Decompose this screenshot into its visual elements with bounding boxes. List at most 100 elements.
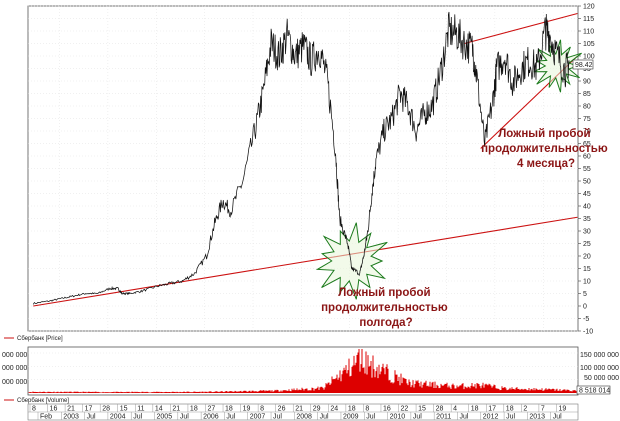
date-axis-day: 28 xyxy=(436,406,444,413)
annotation-4months: Ложный пробой продолжительностью 4 месяц… xyxy=(481,128,611,170)
price-y-tick: 35 xyxy=(583,216,591,223)
price-y-tick: 70 xyxy=(583,128,591,135)
price-y-tick: 75 xyxy=(583,116,591,123)
volume-left-label-2: 000 000 xyxy=(2,365,27,372)
date-axis-day: 17 xyxy=(85,406,93,413)
date-axis-label: Jul xyxy=(133,414,142,421)
breakout-star-2013 xyxy=(533,39,582,93)
date-axis-day: 8 xyxy=(32,406,36,413)
date-axis-day: 21 xyxy=(67,406,75,413)
date-axis-day: 18 xyxy=(506,406,514,413)
volume-right-tick-1: 150 000 000 xyxy=(580,352,619,359)
date-axis-day: 29 xyxy=(313,406,321,413)
date-axis-days: 8 16 21 17 28 15 11 14 21 18 27 18 19 8 26 21 29 24 18 8 16 2… xyxy=(29,404,566,413)
price-y-tick: 100 xyxy=(583,53,595,60)
date-axis-day: 16 xyxy=(50,406,58,413)
date-axis-label: Jul xyxy=(413,414,422,421)
date-axis-day: 18 xyxy=(471,406,479,413)
price-y-tick: 10 xyxy=(583,278,591,285)
price-y-tick: 55 xyxy=(583,166,591,173)
annotation-halfyear-line2: продолжительностью xyxy=(321,302,448,314)
price-y-tick: 30 xyxy=(583,228,591,235)
date-axis-label: 2010 xyxy=(390,414,406,421)
date-axis-label: 2006 xyxy=(203,414,219,421)
annotation-4months-line1: Ложный пробой xyxy=(498,128,590,140)
date-axis-label: Feb xyxy=(40,414,52,421)
price-y-tick: 105 xyxy=(583,41,595,48)
date-axis-day: 18 xyxy=(190,406,198,413)
date-axis-label: Jul xyxy=(180,414,189,421)
date-axis-day: 4 xyxy=(453,406,457,413)
date-axis-day: 8 xyxy=(365,406,369,413)
date-axis-label: 2011 xyxy=(436,414,451,421)
price-y-tick: 115 xyxy=(583,16,594,23)
date-axis-label: 2012 xyxy=(483,414,499,421)
price-panel xyxy=(27,5,579,332)
date-axis-label: Jul xyxy=(366,414,375,421)
price-y-tick: 45 xyxy=(583,191,591,198)
last-price-label: 98.42 xyxy=(575,62,593,69)
date-axis-labels: Feb 2003 Jul 2004 Jul 2005 Jul 2006 Jul 2007 Jul 20… xyxy=(37,412,562,421)
date-axis-day: 15 xyxy=(418,406,426,413)
price-y-tick: 65 xyxy=(583,141,591,148)
price-legend: Сбербанк [Price] xyxy=(17,336,63,342)
date-axis-label: Jul xyxy=(553,414,562,421)
date-axis-label: Jul xyxy=(506,414,515,421)
date-axis-day: 19 xyxy=(558,406,566,413)
price-y-tick: 60 xyxy=(583,153,591,160)
price-y-tick: -5 xyxy=(583,316,589,323)
date-axis-day: 21 xyxy=(172,406,180,413)
date-axis-label: Jul xyxy=(459,414,468,421)
volume-legend: Сбербанк [Volume] xyxy=(17,398,69,404)
date-axis-day: 17 xyxy=(488,406,496,413)
price-y-tick: 95 xyxy=(583,66,591,73)
date-axis-day: 26 xyxy=(278,406,286,413)
last-volume-label: 8 518 014 xyxy=(579,388,610,395)
date-axis-day: 18 xyxy=(225,406,233,413)
volume-left-label-1: 000 000 xyxy=(2,352,27,359)
price-y-tick: 15 xyxy=(583,266,591,273)
date-axis-day: 8 xyxy=(260,406,264,413)
date-axis-label: Jul xyxy=(273,414,282,421)
date-axis-label: Jul xyxy=(226,414,235,421)
date-axis-day: 7 xyxy=(541,406,545,413)
annotation-halfyear-line3: полгода? xyxy=(359,317,412,329)
price-y-tick: -10 xyxy=(583,328,593,335)
date-axis-day: 18 xyxy=(348,406,356,413)
volume-right-tick-2: 100 000 000 xyxy=(580,365,619,372)
price-y-tick: 110 xyxy=(583,28,594,35)
price-y-tick: 40 xyxy=(583,203,591,210)
date-axis-day: 28 xyxy=(102,406,110,413)
price-y-tick: 25 xyxy=(583,241,591,248)
date-axis-day: 21 xyxy=(295,406,303,413)
price-y-tick: 120 xyxy=(583,3,595,10)
date-axis-day: 11 xyxy=(137,406,144,413)
trend-line-2 xyxy=(464,12,578,45)
date-axis-day: 22 xyxy=(401,406,409,413)
date-axis-label: 2003 xyxy=(63,414,79,421)
price-series-line xyxy=(32,11,570,305)
volume-bars xyxy=(28,349,577,393)
date-axis-label: Jul xyxy=(87,414,96,421)
volume-right-tick-3: 50 000 000 xyxy=(584,375,619,382)
last-price-box: 98.42 xyxy=(572,59,594,70)
date-axis-label: 2005 xyxy=(157,414,173,421)
annotation-4months-line2: продолжительностью xyxy=(481,143,608,155)
date-axis-day: 19 xyxy=(243,406,251,413)
date-axis-label: 2007 xyxy=(250,414,266,421)
date-axis-day: 16 xyxy=(383,406,391,413)
date-axis-day: 27 xyxy=(207,406,215,413)
price-y-tick: 20 xyxy=(583,253,591,260)
date-axis-label: 2009 xyxy=(343,414,359,421)
price-y-tick: 0 xyxy=(583,303,587,310)
price-y-tick: 85 xyxy=(583,91,591,98)
price-y-tick: 90 xyxy=(583,78,591,85)
date-axis-label: 2004 xyxy=(110,414,126,421)
date-axis-label: 2008 xyxy=(296,414,312,421)
date-axis-day: 15 xyxy=(120,406,128,413)
last-volume-box: 8 518 014 xyxy=(576,385,611,395)
annotation-4months-line3: 4 месяца? xyxy=(517,158,575,170)
annotation-halfyear-line1: Ложный пробой xyxy=(338,287,430,299)
price-y-axis: -10 -5 0 5 10 15 20 25 30 35 40 45 50 55 60 65 70 75 80 85 9… xyxy=(578,3,595,335)
